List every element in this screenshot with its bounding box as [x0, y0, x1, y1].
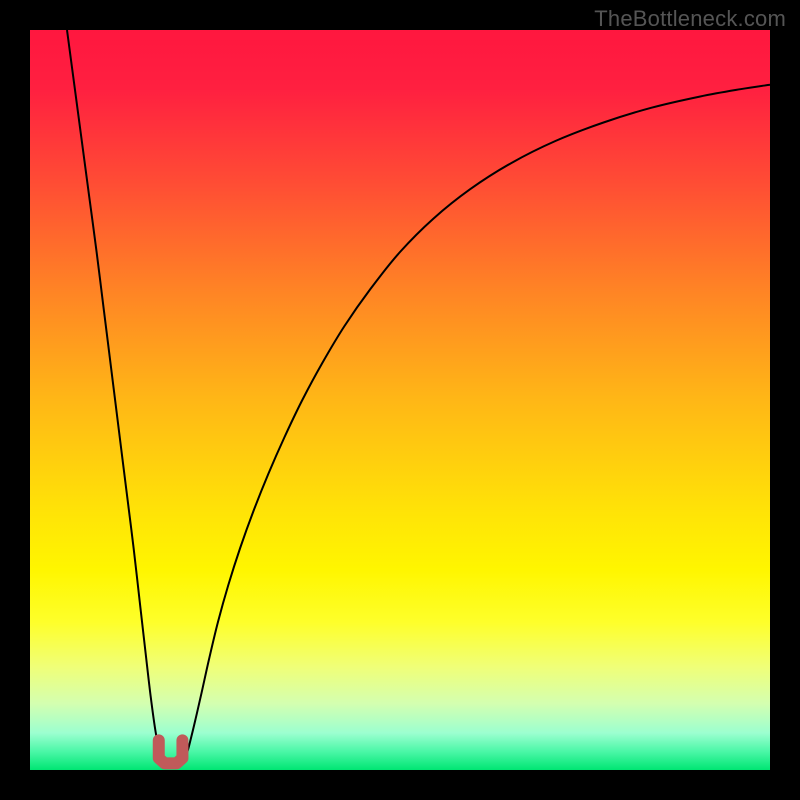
watermark-text: TheBottleneck.com	[594, 6, 786, 32]
figure-root: TheBottleneck.com	[0, 0, 800, 800]
bottleneck-curve	[67, 30, 770, 766]
curve-layer	[30, 30, 770, 770]
plot-area	[30, 30, 770, 770]
optimal-point	[159, 740, 183, 763]
